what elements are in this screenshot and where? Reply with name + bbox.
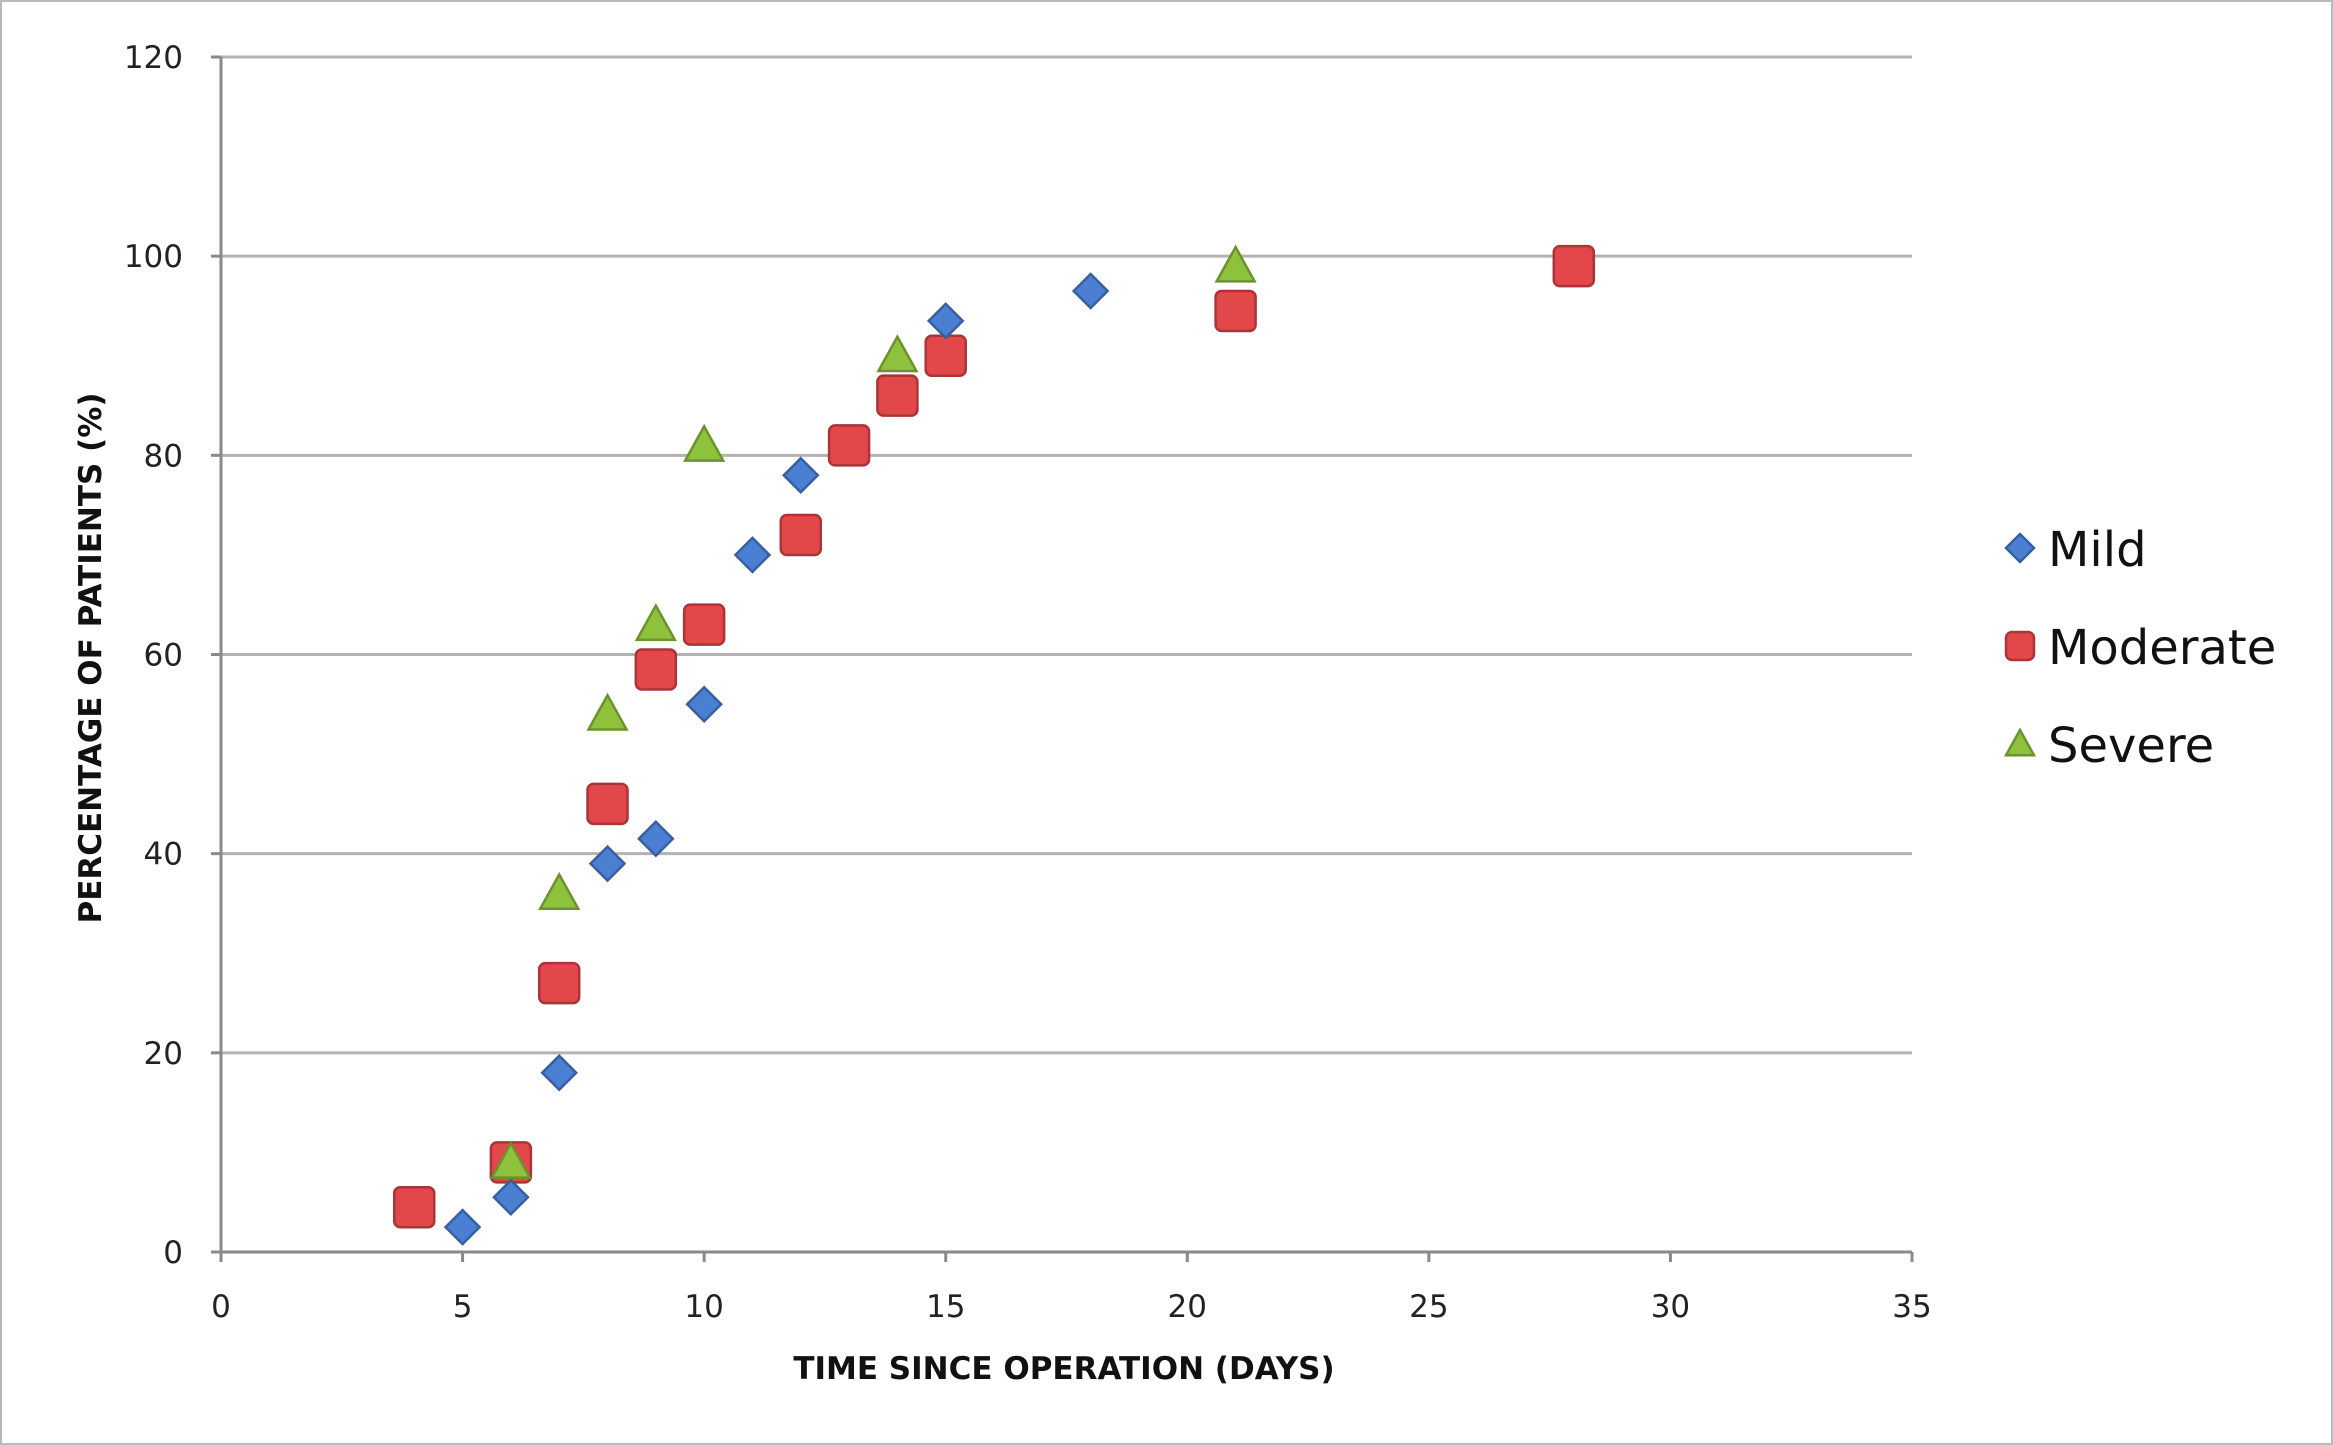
x-tick-label: 10 xyxy=(684,1289,723,1325)
y-tick-label: 0 xyxy=(163,1235,183,1271)
x-tick-label: 15 xyxy=(926,1289,965,1325)
severe-point xyxy=(683,423,726,462)
moderate-point xyxy=(393,1185,436,1229)
legend: Mild Moderate Severe xyxy=(2003,522,2276,774)
moderate-point xyxy=(924,334,967,377)
gridlines xyxy=(221,55,1912,1055)
moderate-point xyxy=(1552,244,1596,288)
moderate-point xyxy=(682,603,726,646)
moderate-point xyxy=(537,961,581,1005)
legend-label-severe: Severe xyxy=(2048,718,2214,774)
y-tick-label: 100 xyxy=(124,239,183,275)
severe-point xyxy=(586,692,629,731)
mild-point xyxy=(492,1178,530,1216)
x-tick-label: 25 xyxy=(1409,1289,1448,1325)
mild-point xyxy=(782,456,820,495)
mild-point xyxy=(637,819,675,858)
mild-point xyxy=(540,1053,578,1092)
mild-point xyxy=(926,302,965,340)
data-points xyxy=(393,244,1596,1246)
severe-point xyxy=(489,1140,533,1179)
x-tick-label: 20 xyxy=(1168,1289,1207,1325)
legend-marker-severe xyxy=(2003,727,2037,757)
severe-point xyxy=(1214,244,1257,283)
mild-point xyxy=(733,536,772,574)
legend-label-moderate: Moderate xyxy=(2048,620,2276,676)
y-tick-label: 60 xyxy=(144,638,183,674)
y-tick-label: 120 xyxy=(124,40,183,76)
mild-point xyxy=(1071,272,1110,310)
mild-point xyxy=(588,844,627,883)
axes xyxy=(211,55,1914,1262)
legend-marker-moderate xyxy=(2004,630,2036,662)
tick-labels: 0 20 40 60 80 100 120 0 5 10 15 20 25 30 35 xyxy=(124,40,1932,1325)
x-tick-label: 5 xyxy=(453,1289,473,1325)
y-tick-label: 80 xyxy=(144,438,183,474)
x-tick-label: 35 xyxy=(1892,1289,1931,1325)
x-tick-label: 0 xyxy=(211,1289,231,1325)
severe-point xyxy=(538,871,581,910)
x-tick-label: 30 xyxy=(1651,1289,1690,1325)
y-tick-label: 20 xyxy=(144,1036,183,1072)
moderate-point xyxy=(1214,289,1257,333)
legend-marker-mild xyxy=(2004,532,2036,564)
mild-point xyxy=(685,685,723,724)
moderate-point xyxy=(634,648,678,691)
severe-point xyxy=(634,603,677,642)
moderate-point xyxy=(876,374,919,417)
moderate-point xyxy=(586,782,629,826)
moderate-point xyxy=(779,513,823,557)
x-axis-title: TIME SINCE OPERATION (DAYS) xyxy=(793,1351,1334,1387)
severe-point xyxy=(876,334,919,373)
mild-point xyxy=(443,1208,482,1246)
moderate-point xyxy=(827,424,871,467)
legend-label-mild: Mild xyxy=(2048,522,2147,578)
y-tick-label: 40 xyxy=(144,837,183,873)
y-axis-title: PERCENTAGE OF PATIENTS (%) xyxy=(73,392,109,923)
